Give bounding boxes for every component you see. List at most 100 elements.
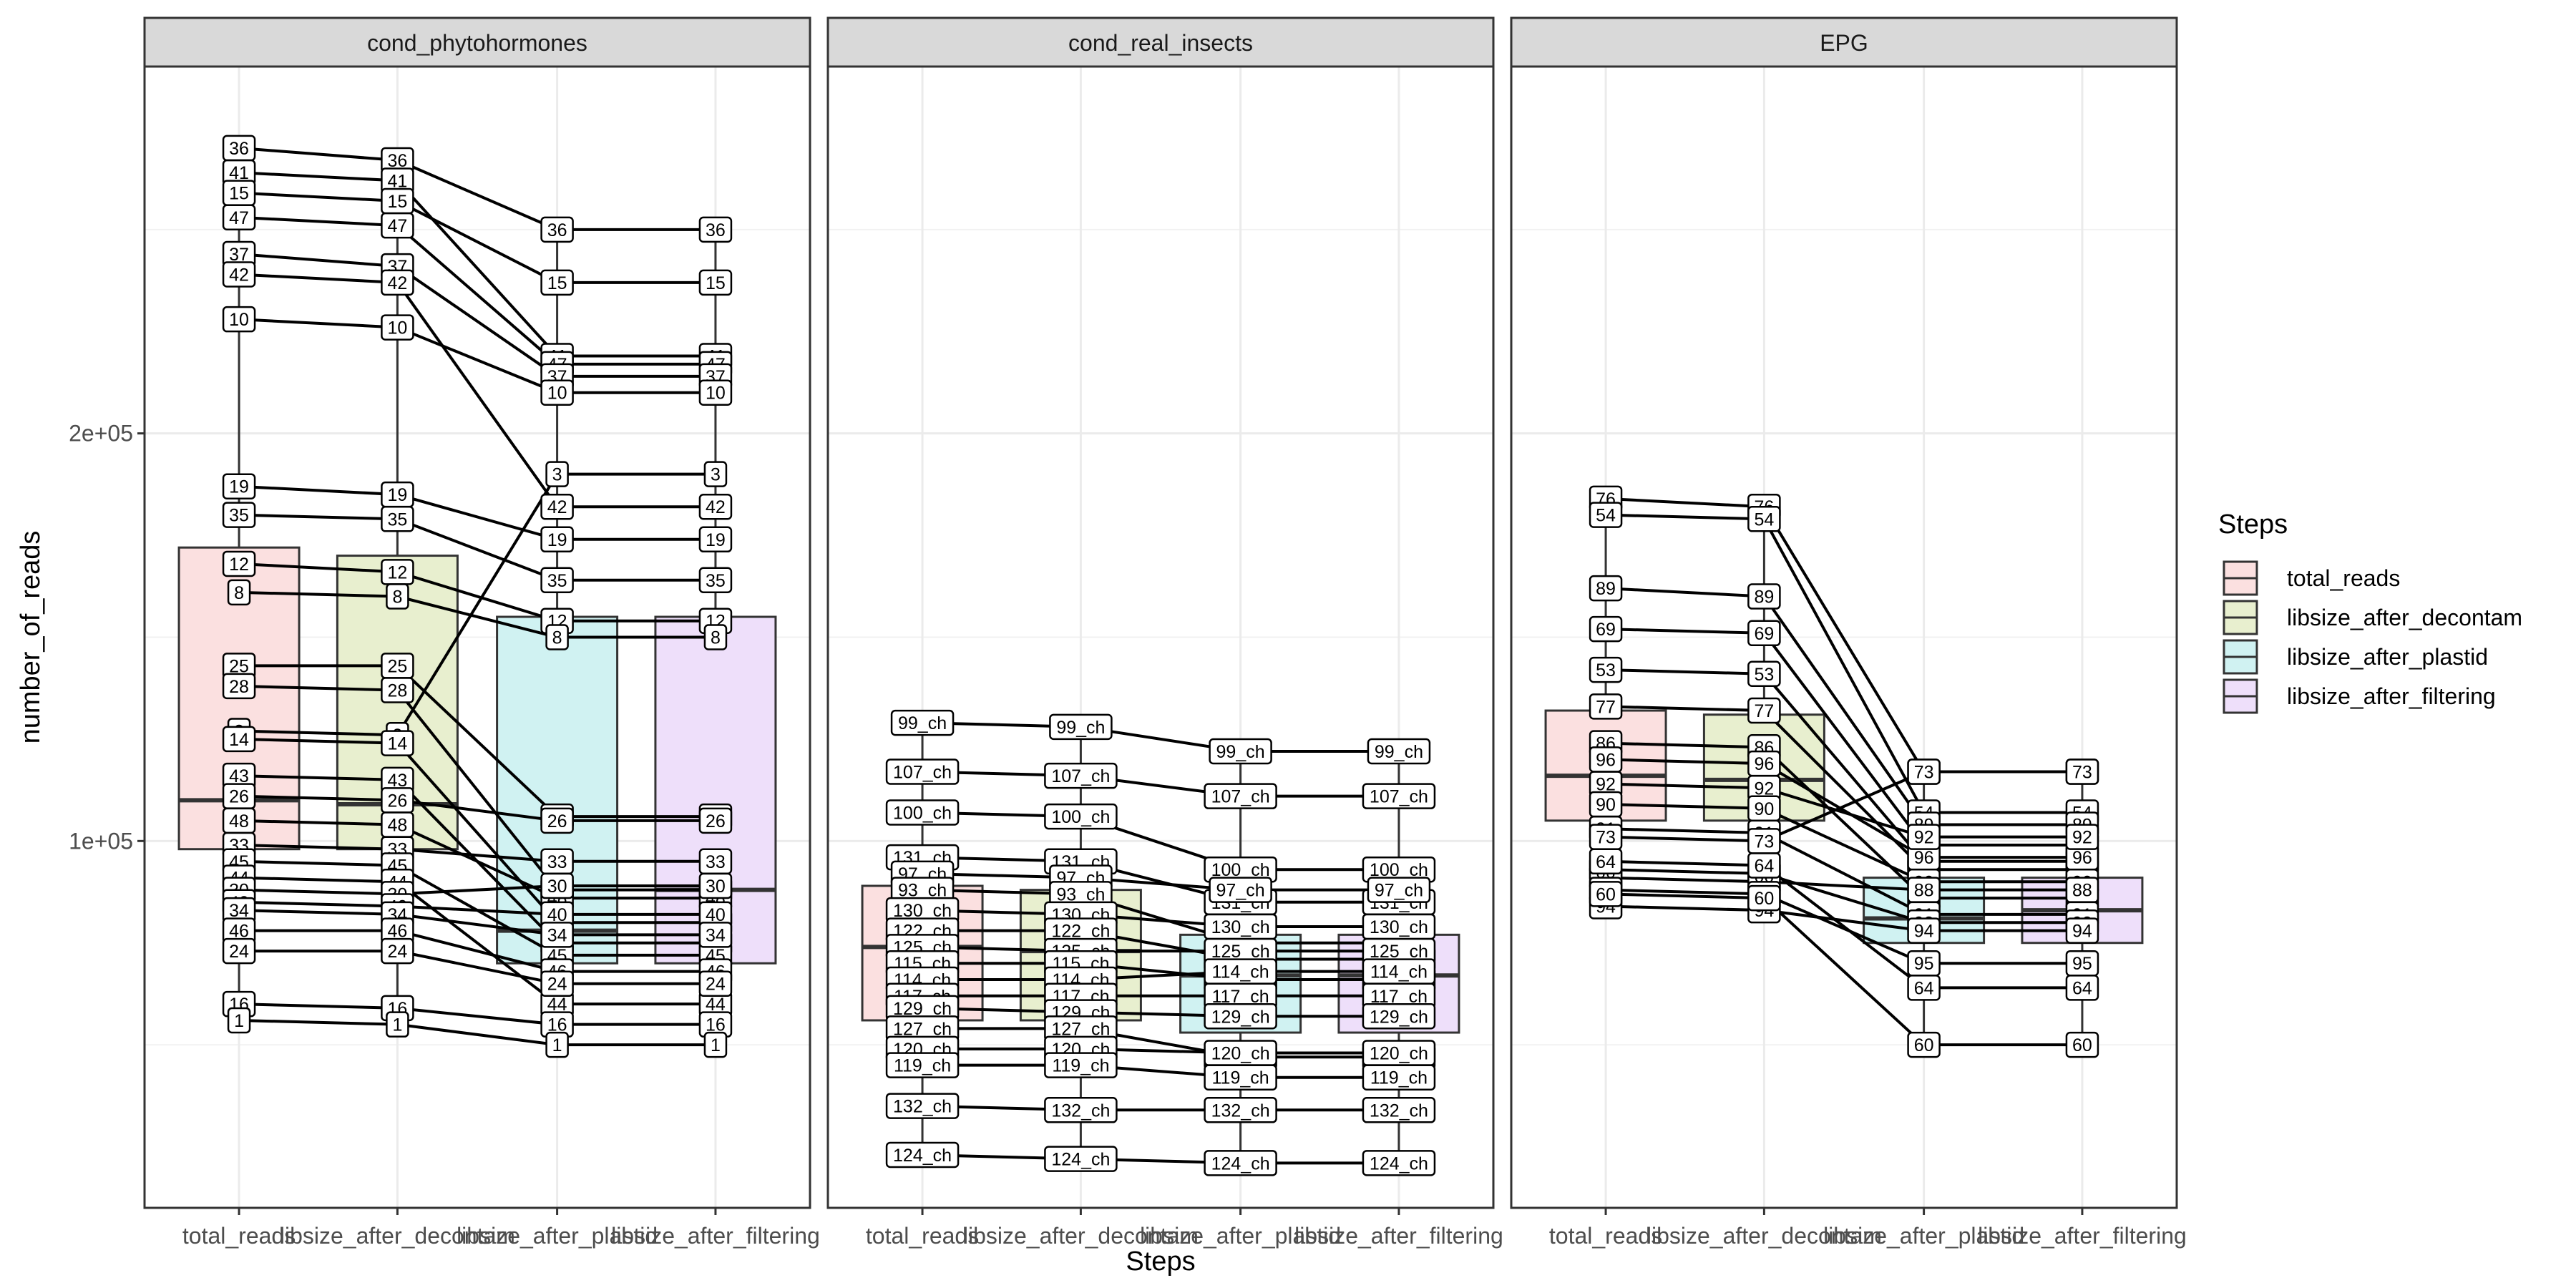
panel-cond_phytohormones: 3636363641414141151515154747474737373737…: [143, 16, 820, 1249]
sample-label-text: 73: [1754, 831, 1774, 852]
sample-label: 1: [703, 1031, 728, 1058]
x-tick-label: total_reads: [1549, 1223, 1662, 1249]
sample-label-text: 92: [1914, 828, 1934, 848]
sample-line: [922, 1104, 1399, 1112]
sample-label: 96: [1907, 844, 1941, 871]
sample-label-text: 42: [706, 497, 726, 517]
sample-label-text: 107_ch: [1370, 787, 1428, 807]
sample-line: [239, 950, 716, 985]
sample-label-text: 124_ch: [1051, 1150, 1110, 1170]
sample-label-text: 25: [387, 656, 407, 676]
sample-line: [1606, 827, 2082, 916]
sample-label-text: 77: [1596, 697, 1616, 717]
legend-label: libsize_after_decontam: [2287, 605, 2522, 630]
sample-label-text: 14: [387, 734, 407, 754]
sample-label-box: [2065, 975, 2099, 1001]
sample-label: 26: [222, 783, 256, 809]
sample-line: [922, 721, 1399, 753]
sample-label-box: [1044, 1097, 1118, 1123]
sample-line: [1606, 741, 2082, 900]
x-tick-label: total_reads: [866, 1223, 979, 1249]
sample-label: 34: [698, 922, 733, 948]
sample-label-box: [222, 937, 256, 965]
x-tick-label: libsize_after_plastid: [1140, 1223, 1341, 1249]
sample-line: [239, 1018, 716, 1047]
sample-label-text: 69: [1754, 624, 1774, 644]
sample-label-box: [1747, 620, 1781, 647]
sample-label: 35: [381, 506, 414, 532]
sample-label: 42: [381, 269, 414, 296]
sample-label: 99_ch: [1209, 738, 1272, 765]
sample-label: 53: [1589, 656, 1623, 683]
sample-line: [238, 318, 716, 394]
sample-label-box: [1362, 1097, 1436, 1123]
sample-label: 15: [540, 269, 574, 296]
sample-label: 28: [381, 677, 414, 703]
sample-label: 10: [698, 379, 733, 406]
sample-label-text: 1: [392, 1015, 402, 1035]
sample-label-text: 47: [387, 216, 407, 236]
sample-label: 114_ch: [1362, 958, 1436, 985]
y-axis: 1e+05 2e+05: [69, 421, 145, 854]
sample-label-box: [1907, 824, 1941, 850]
sample-line: [238, 146, 716, 231]
sample-label-text: 107_ch: [1211, 787, 1270, 807]
sample-label: 1: [545, 1031, 569, 1058]
sample-line: [239, 737, 716, 924]
sample-label-box: [1204, 783, 1277, 809]
sample-label-text: 53: [1754, 665, 1774, 685]
sample-label-text: 15: [229, 184, 249, 204]
sample-label-box: [222, 306, 256, 333]
sample-label: 88: [1907, 877, 1941, 903]
sample-label-text: 100_ch: [1051, 807, 1110, 827]
sample-label-text: 10: [229, 310, 249, 330]
sample-label: 132_ch: [1362, 1097, 1436, 1123]
sample-label-text: 10: [706, 384, 726, 404]
sample-label-box: [540, 493, 574, 520]
sample-label: 119_ch: [1044, 1052, 1118, 1078]
sample-label: 35: [698, 567, 733, 593]
sample-label: 90: [1747, 795, 1781, 821]
sample-label-text: 1: [234, 1011, 244, 1031]
sample-label: 77: [1747, 697, 1781, 724]
sample-label-box: [2065, 877, 2099, 903]
sample-label-text: 30: [547, 877, 567, 897]
sample-line: [1606, 705, 2082, 872]
sample-label-box: [1589, 881, 1623, 907]
sample-label-box: [1209, 738, 1272, 765]
sample-label-box: [698, 526, 733, 553]
sample-label-text: 129_ch: [1370, 1007, 1428, 1027]
sample-label: 132_ch: [1204, 1097, 1277, 1123]
sample-label-box: [1589, 693, 1623, 720]
sample-label-text: 73: [2072, 762, 2092, 782]
sample-label: 30: [540, 872, 574, 899]
sample-label-box: [222, 204, 256, 231]
sample-label-text: 97_ch: [1216, 881, 1265, 901]
sample-label-text: 89: [1754, 587, 1774, 608]
sample-label: 100_ch: [1044, 803, 1118, 830]
sample-label: 124_ch: [1044, 1146, 1118, 1172]
legend-label: total_reads: [2287, 565, 2400, 591]
sample-label: 30: [698, 872, 733, 899]
sample-label-box: [222, 550, 256, 577]
sample-label-text: 60: [1914, 1035, 1934, 1055]
sample-label-text: 120_ch: [1211, 1044, 1270, 1064]
sample-label: 120_ch: [1362, 1040, 1436, 1066]
sample-label: 24: [698, 970, 733, 997]
sample-label-box: [545, 461, 569, 487]
sample-label-text: 96: [1596, 750, 1616, 770]
sample-line: [1606, 628, 2082, 847]
sample-label: 33: [698, 848, 733, 875]
sample-label: 12: [222, 550, 256, 577]
sample-label-box: [1747, 697, 1781, 724]
sample-line: [239, 884, 716, 896]
sample-label: 42: [540, 493, 574, 520]
sample-label-text: 73: [1914, 762, 1934, 782]
y-axis-title: number_of_reads: [16, 531, 46, 744]
sample-label: 73: [1907, 758, 1941, 785]
sample-label: 89: [1747, 583, 1781, 610]
x-tick-label: libsize_after_plastid: [1823, 1223, 2024, 1249]
facet-strip-title: cond_phytohormones: [367, 30, 587, 56]
sample-label-box: [1044, 803, 1118, 830]
sample-label: 35: [222, 502, 256, 528]
